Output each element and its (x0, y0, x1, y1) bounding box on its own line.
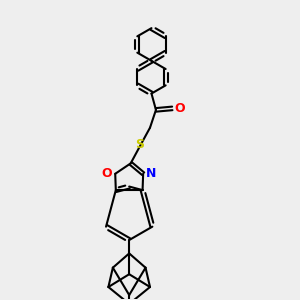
Text: O: O (175, 102, 185, 115)
Text: N: N (146, 167, 156, 180)
Text: O: O (102, 167, 112, 180)
Text: S: S (135, 138, 144, 151)
